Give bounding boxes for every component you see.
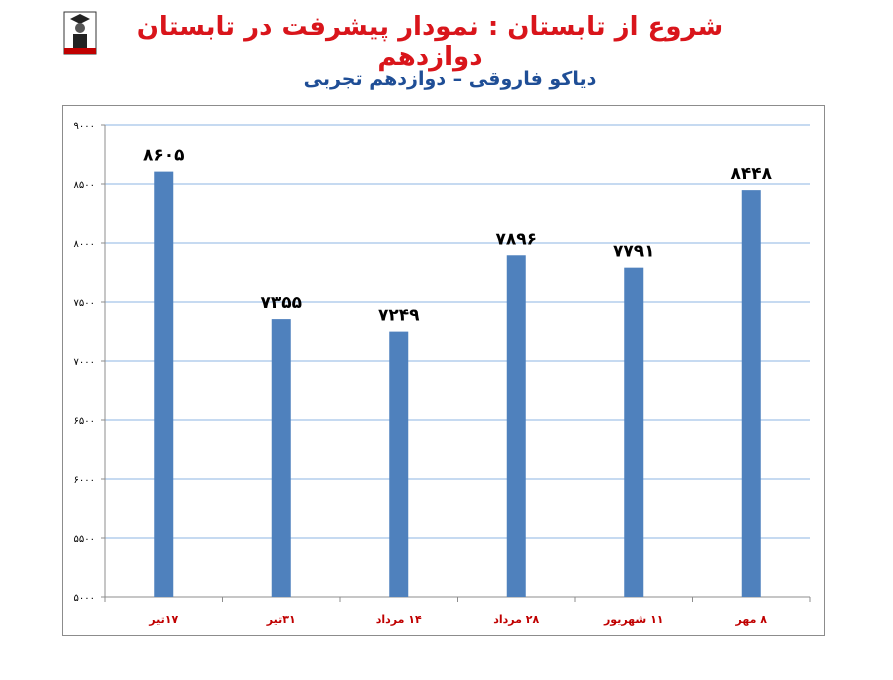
bar: [154, 171, 174, 598]
bar: [741, 190, 761, 598]
x-tick-label: ۲۸ مرداد: [493, 613, 539, 626]
chart-subtitle: دیاکو فاروقی – دوازدهم تجربی: [303, 68, 597, 90]
bar: [389, 331, 409, 597]
y-tick-label: ۶۰۰۰: [74, 475, 95, 486]
chart-area: [62, 105, 825, 636]
x-tick-label: ۳۱تیر: [266, 613, 296, 626]
bar: [624, 267, 644, 597]
y-tick-label: ۶۵۰۰: [74, 416, 95, 427]
data-label: ۷۳۵۵: [260, 293, 302, 313]
y-tick-label: ۵۵۰۰: [74, 534, 95, 545]
x-tick-label: ۸ مهر: [735, 613, 768, 626]
data-label: ۸۴۴۸: [730, 164, 772, 184]
y-tick-label: ۸۰۰۰: [74, 239, 95, 250]
bar: [506, 255, 526, 597]
x-tick-label: ۱۱ شهریور: [603, 613, 664, 626]
chart-title: شروع از تابستان : نمودار پیشرفت در تابست…: [136, 12, 724, 72]
y-tick-label: ۷۵۰۰: [74, 298, 95, 309]
y-tick-label: ۹۰۰۰: [74, 121, 95, 132]
data-label: ۷۷۹۱: [613, 242, 655, 262]
y-tick-label: ۷۰۰۰: [74, 357, 95, 368]
bar: [271, 319, 291, 597]
data-label: ۷۲۴۹: [378, 306, 420, 326]
y-tick-label: ۵۰۰۰: [74, 593, 95, 604]
x-tick-label: ۱۴ مرداد: [376, 613, 422, 626]
data-label: ۷۸۹۶: [495, 229, 537, 249]
logo-icon: [60, 8, 100, 58]
x-tick-label: ۱۷تیر: [148, 613, 178, 626]
data-label: ۸۶۰۵: [143, 146, 185, 166]
y-tick-label: ۸۵۰۰: [74, 180, 95, 191]
